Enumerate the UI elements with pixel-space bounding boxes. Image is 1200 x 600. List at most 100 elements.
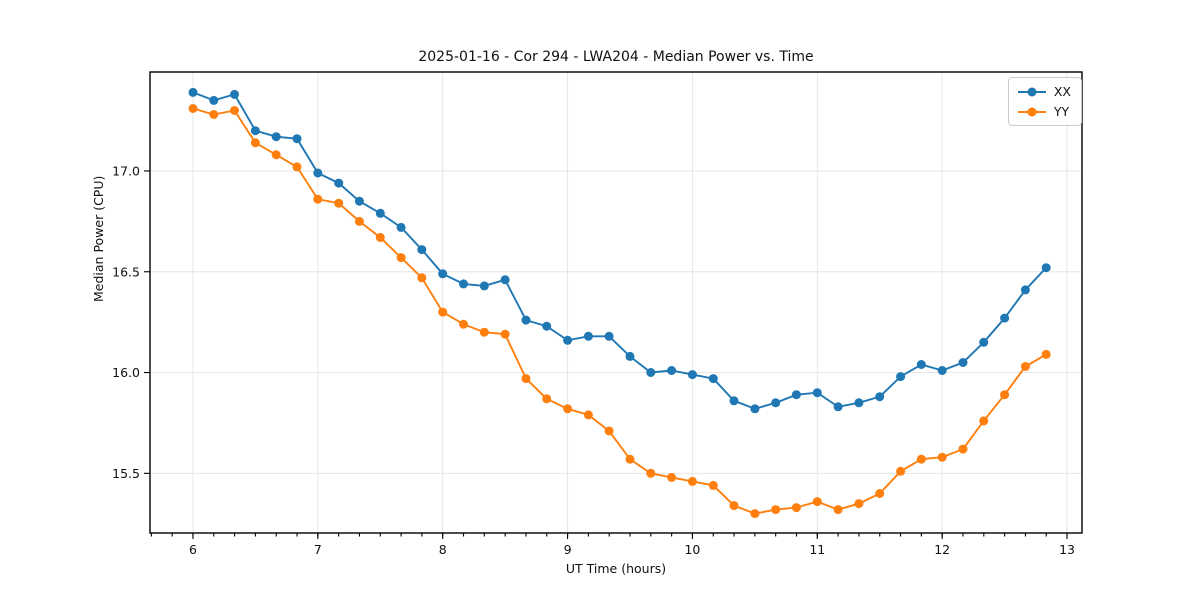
data-point (833, 505, 843, 515)
data-point (271, 132, 281, 142)
data-point (563, 404, 573, 414)
data-point (250, 126, 260, 136)
data-point (292, 134, 302, 144)
legend-label: YY (1053, 104, 1070, 119)
data-point (729, 396, 739, 406)
data-point (750, 509, 760, 519)
data-point (750, 404, 760, 414)
data-point (417, 245, 427, 255)
data-point (646, 468, 656, 478)
data-point (1000, 313, 1010, 323)
data-point (937, 452, 947, 462)
data-point (521, 374, 531, 384)
data-point (896, 466, 906, 476)
data-point (729, 501, 739, 511)
data-point (708, 374, 718, 384)
x-tick-label: 13 (1059, 542, 1075, 557)
data-point (1020, 362, 1030, 371)
data-point (354, 196, 364, 206)
x-tick-label: 9 (564, 542, 572, 557)
x-tick-label: 8 (439, 542, 447, 557)
data-point (667, 366, 677, 375)
data-point (479, 281, 489, 291)
data-point (500, 275, 510, 285)
data-point (791, 390, 801, 400)
data-point (375, 233, 385, 242)
data-point (604, 426, 614, 436)
legend-marker-icon (1017, 107, 1046, 116)
y-tick-label: 16.5 (112, 264, 140, 279)
data-point (250, 138, 260, 148)
data-point (500, 329, 510, 339)
legend: XX YY (1007, 77, 1082, 126)
data-point (896, 372, 906, 382)
legend-entry-XX: XX (1017, 84, 1071, 99)
data-point (771, 505, 781, 515)
data-point (188, 87, 198, 97)
data-point (375, 208, 385, 218)
data-point (916, 360, 926, 369)
data-point (396, 253, 406, 263)
data-point (1041, 349, 1051, 359)
data-point (583, 410, 593, 420)
y-tick-label: 16.0 (112, 365, 140, 380)
data-point (1000, 390, 1010, 400)
chart-title: 2025-01-16 - Cor 294 - LWA204 - Median P… (418, 49, 814, 65)
data-point (958, 444, 968, 454)
data-point (1041, 263, 1051, 273)
data-point (209, 95, 219, 105)
data-point (479, 327, 489, 337)
data-point (354, 216, 364, 226)
data-point (979, 337, 989, 347)
data-point (459, 279, 468, 289)
data-point (708, 480, 718, 490)
data-point (979, 416, 989, 426)
data-point (646, 368, 656, 377)
data-point (854, 398, 864, 408)
data-point (334, 178, 344, 188)
data-point (875, 392, 885, 402)
series-line-YY (192, 107, 1047, 515)
data-point (625, 351, 635, 361)
legend-entry-YY: YY (1017, 104, 1071, 119)
data-point (812, 497, 822, 507)
data-point (833, 402, 843, 412)
data-point (937, 366, 947, 375)
data-point (438, 307, 448, 317)
data-point (812, 388, 822, 398)
data-point (438, 269, 448, 279)
data-point (292, 162, 302, 172)
data-point (958, 358, 968, 367)
x-tick-label: 12 (934, 542, 950, 557)
legend-marker-icon (1017, 87, 1046, 96)
data-point (271, 150, 281, 160)
data-point (542, 321, 552, 331)
legend-label: XX (1053, 84, 1071, 99)
data-point (188, 104, 198, 113)
data-point (916, 454, 926, 464)
data-point (313, 168, 323, 178)
data-point (667, 472, 677, 482)
x-tick-label: 10 (684, 542, 700, 557)
data-point (209, 110, 219, 119)
data-point (396, 222, 406, 232)
data-point (1020, 285, 1030, 295)
data-point (771, 398, 781, 408)
data-point (687, 476, 697, 486)
x-axis-label: UT Time (hours) (565, 561, 667, 576)
data-point (875, 489, 885, 498)
data-point (687, 370, 697, 380)
data-point (230, 106, 239, 115)
data-point (604, 331, 614, 341)
data-point (542, 394, 552, 404)
data-point (313, 194, 323, 204)
data-point (791, 503, 801, 513)
x-tick-label: 6 (189, 542, 197, 557)
data-point (583, 331, 593, 341)
x-tick-label: 11 (809, 542, 825, 557)
data-point (625, 454, 635, 464)
data-point (417, 273, 427, 283)
data-point (230, 89, 239, 99)
